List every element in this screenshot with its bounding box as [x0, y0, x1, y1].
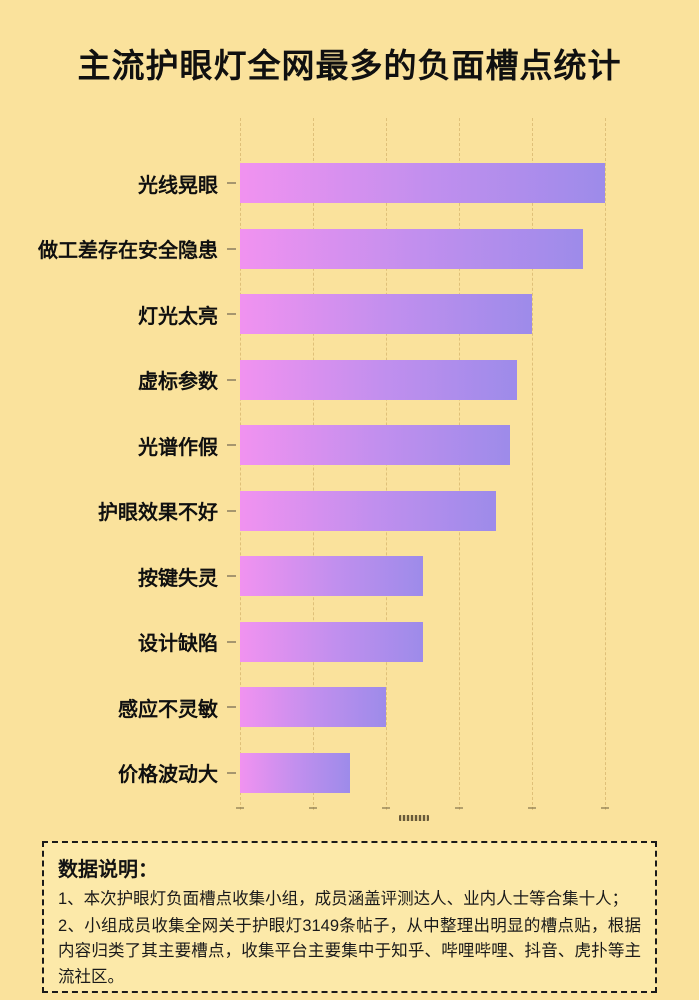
category-label: 虚标参数 — [138, 371, 218, 393]
x-axis-tick — [455, 807, 463, 809]
y-axis-tick — [227, 509, 236, 512]
bar — [240, 359, 517, 400]
gridline — [532, 118, 533, 810]
y-axis-tick — [227, 182, 236, 184]
bar — [240, 687, 386, 727]
category-label: 做工差存在安全隐患 — [38, 240, 218, 262]
notes-item-2: 2、小组成员收集全网关于护眼灯3149条帖子，从中整理出明显的槽点贴，根据内容归… — [58, 916, 641, 986]
x-axis-tick — [309, 807, 317, 809]
y-axis-tick — [227, 640, 236, 643]
bar — [240, 228, 583, 269]
y-axis-tick — [227, 771, 236, 774]
x-axis-tick — [601, 807, 609, 809]
bar — [240, 556, 423, 596]
category-label: 光谱作假 — [138, 436, 218, 459]
category-label: 感应不灵敏 — [118, 698, 218, 721]
bar — [240, 752, 350, 793]
tiny-axis-caption — [399, 815, 429, 821]
notes-item-1: 1、本次护眼灯负面槽点收集小组，成员涵盖评测达人、业内人士等合集十人； — [58, 890, 629, 908]
bar — [240, 425, 510, 465]
category-label: 灯光太亮 — [138, 305, 218, 328]
x-axis-tick — [382, 807, 390, 809]
bar — [240, 490, 496, 531]
y-axis-tick — [227, 706, 236, 708]
bar — [240, 621, 423, 662]
category-label: 光线晃眼 — [138, 174, 218, 197]
y-axis-tick — [227, 378, 236, 381]
category-label: 按键失灵 — [138, 567, 218, 590]
data-notes-box: 数据说明： 1、本次护眼灯负面槽点收集小组，成员涵盖评测达人、业内人士等合集十人… — [42, 841, 657, 993]
y-axis-tick — [227, 247, 236, 250]
category-label: 设计缺陷 — [138, 633, 218, 655]
bar — [240, 294, 532, 334]
y-axis-tick — [227, 313, 236, 315]
gridline — [605, 118, 606, 810]
x-axis-tick — [528, 807, 536, 809]
category-label: 价格波动大 — [118, 764, 218, 786]
category-label: 护眼效果不好 — [98, 502, 218, 524]
y-axis-tick — [227, 444, 236, 446]
page-title: 主流护眼灯全网最多的负面槽点统计 — [77, 47, 622, 84]
x-axis-tick — [236, 807, 244, 809]
bar — [240, 163, 605, 203]
y-axis-tick — [227, 575, 236, 577]
notes-heading: 数据说明： — [58, 859, 158, 881]
